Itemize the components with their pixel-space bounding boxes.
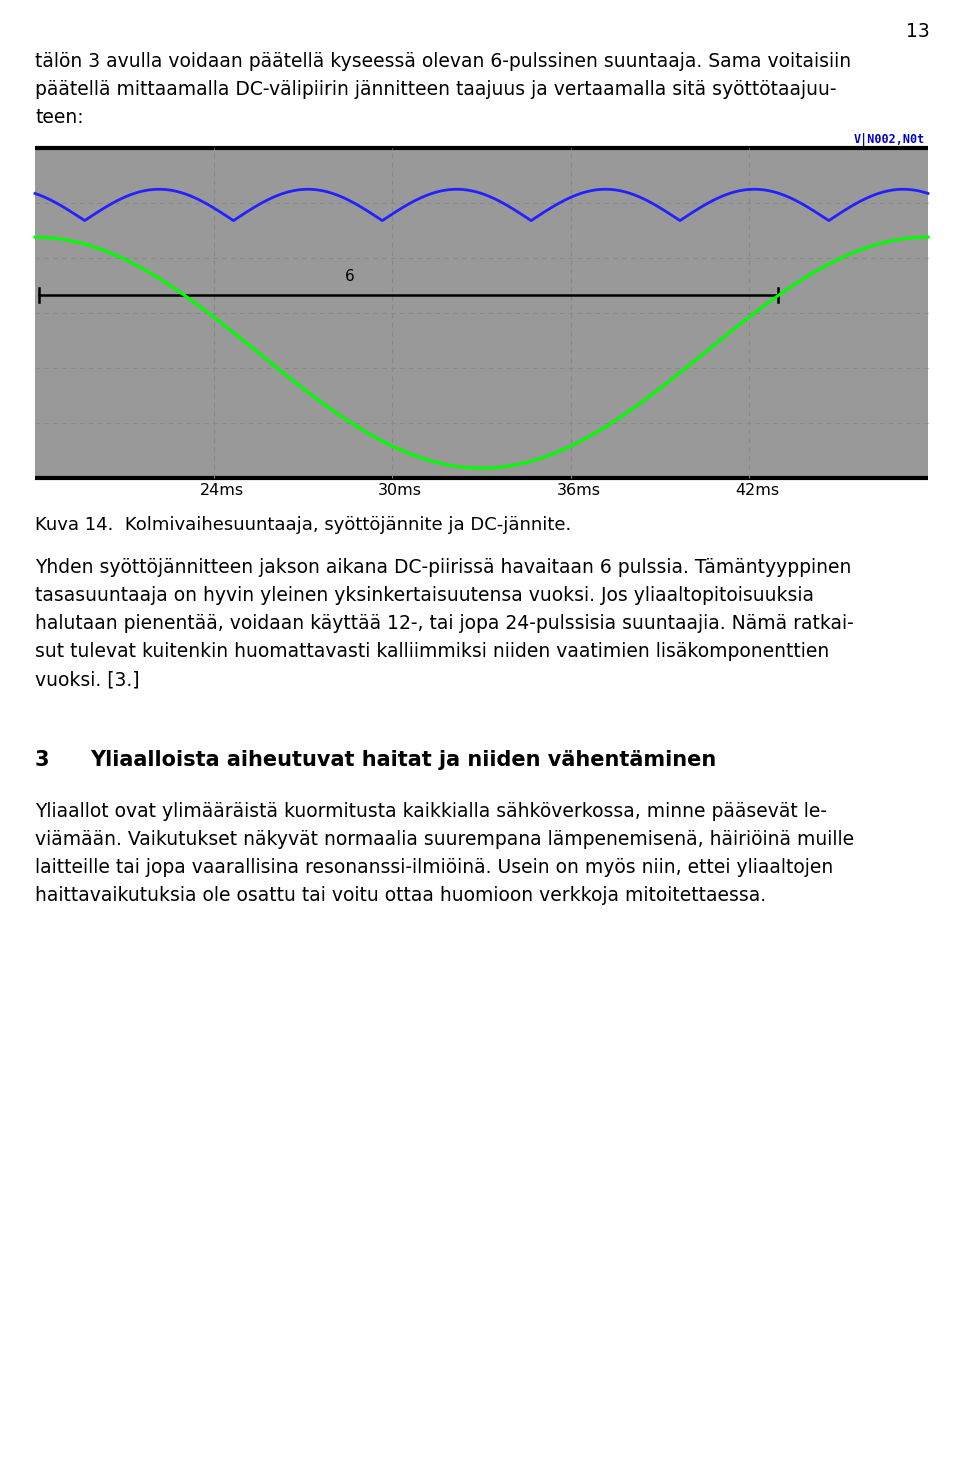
Text: 42ms: 42ms — [735, 483, 780, 498]
Text: laitteille tai jopa vaarallisina resonanssi-ilmiöinä. Usein on myös niin, ettei : laitteille tai jopa vaarallisina resonan… — [35, 858, 833, 877]
Text: tasasuuntaaja on hyvin yleinen yksinkertaisuutensa vuoksi. Jos yliaaltopitoisuuk: tasasuuntaaja on hyvin yleinen yksinkert… — [35, 587, 814, 605]
Text: 30ms: 30ms — [378, 483, 422, 498]
Text: Yliaalloista aiheutuvat haitat ja niiden vähentäminen: Yliaalloista aiheutuvat haitat ja niiden… — [90, 750, 716, 770]
Text: Yliaallot ovat ylimääräistä kuormitusta kaikkialla sähköverkossa, minne pääsevät: Yliaallot ovat ylimääräistä kuormitusta … — [35, 802, 827, 821]
Text: viämään. Vaikutukset näkyvät normaalia suurempana lämpenemisenä, häiriöinä muill: viämään. Vaikutukset näkyvät normaalia s… — [35, 830, 854, 849]
Text: tälön 3 avulla voidaan päätellä kyseessä olevan 6-pulssinen suuntaaja. Sama voit: tälön 3 avulla voidaan päätellä kyseessä… — [35, 53, 852, 71]
Text: teen:: teen: — [35, 108, 84, 127]
Text: päätellä mittaamalla DC-välipiirin jännitteen taajuus ja vertaamalla sitä syöttö: päätellä mittaamalla DC-välipiirin jänni… — [35, 80, 836, 99]
Text: halutaan pienentää, voidaan käyttää 12-, tai jopa 24-pulssisia suuntaajia. Nämä : halutaan pienentää, voidaan käyttää 12-,… — [35, 614, 853, 633]
Text: 3: 3 — [35, 750, 50, 770]
Text: vuoksi. [3.]: vuoksi. [3.] — [35, 670, 139, 689]
Text: Yhden syöttöjännitteen jakson aikana DC-piirissä havaitaan 6 pulssia. Tämäntyypp: Yhden syöttöjännitteen jakson aikana DC-… — [35, 557, 852, 576]
Text: Kuva 14.  Kolmivaihesuuntaaja, syöttöjännite ja DC-jännite.: Kuva 14. Kolmivaihesuuntaaja, syöttöjänn… — [35, 516, 571, 534]
Text: V|N002,N0t: V|N002,N0t — [853, 133, 925, 146]
Text: haittavaikutuksia ole osattu tai voitu ottaa huomioon verkkoja mitoitettaessa.: haittavaikutuksia ole osattu tai voitu o… — [35, 886, 766, 905]
Text: 6: 6 — [345, 268, 354, 285]
Text: sut tulevat kuitenkin huomattavasti kalliimmiksi niiden vaatimien lisäkomponentt: sut tulevat kuitenkin huomattavasti kall… — [35, 642, 829, 661]
Bar — [35, 147, 928, 479]
Text: 24ms: 24ms — [200, 483, 244, 498]
Text: 36ms: 36ms — [557, 483, 601, 498]
Text: 13: 13 — [906, 22, 930, 41]
